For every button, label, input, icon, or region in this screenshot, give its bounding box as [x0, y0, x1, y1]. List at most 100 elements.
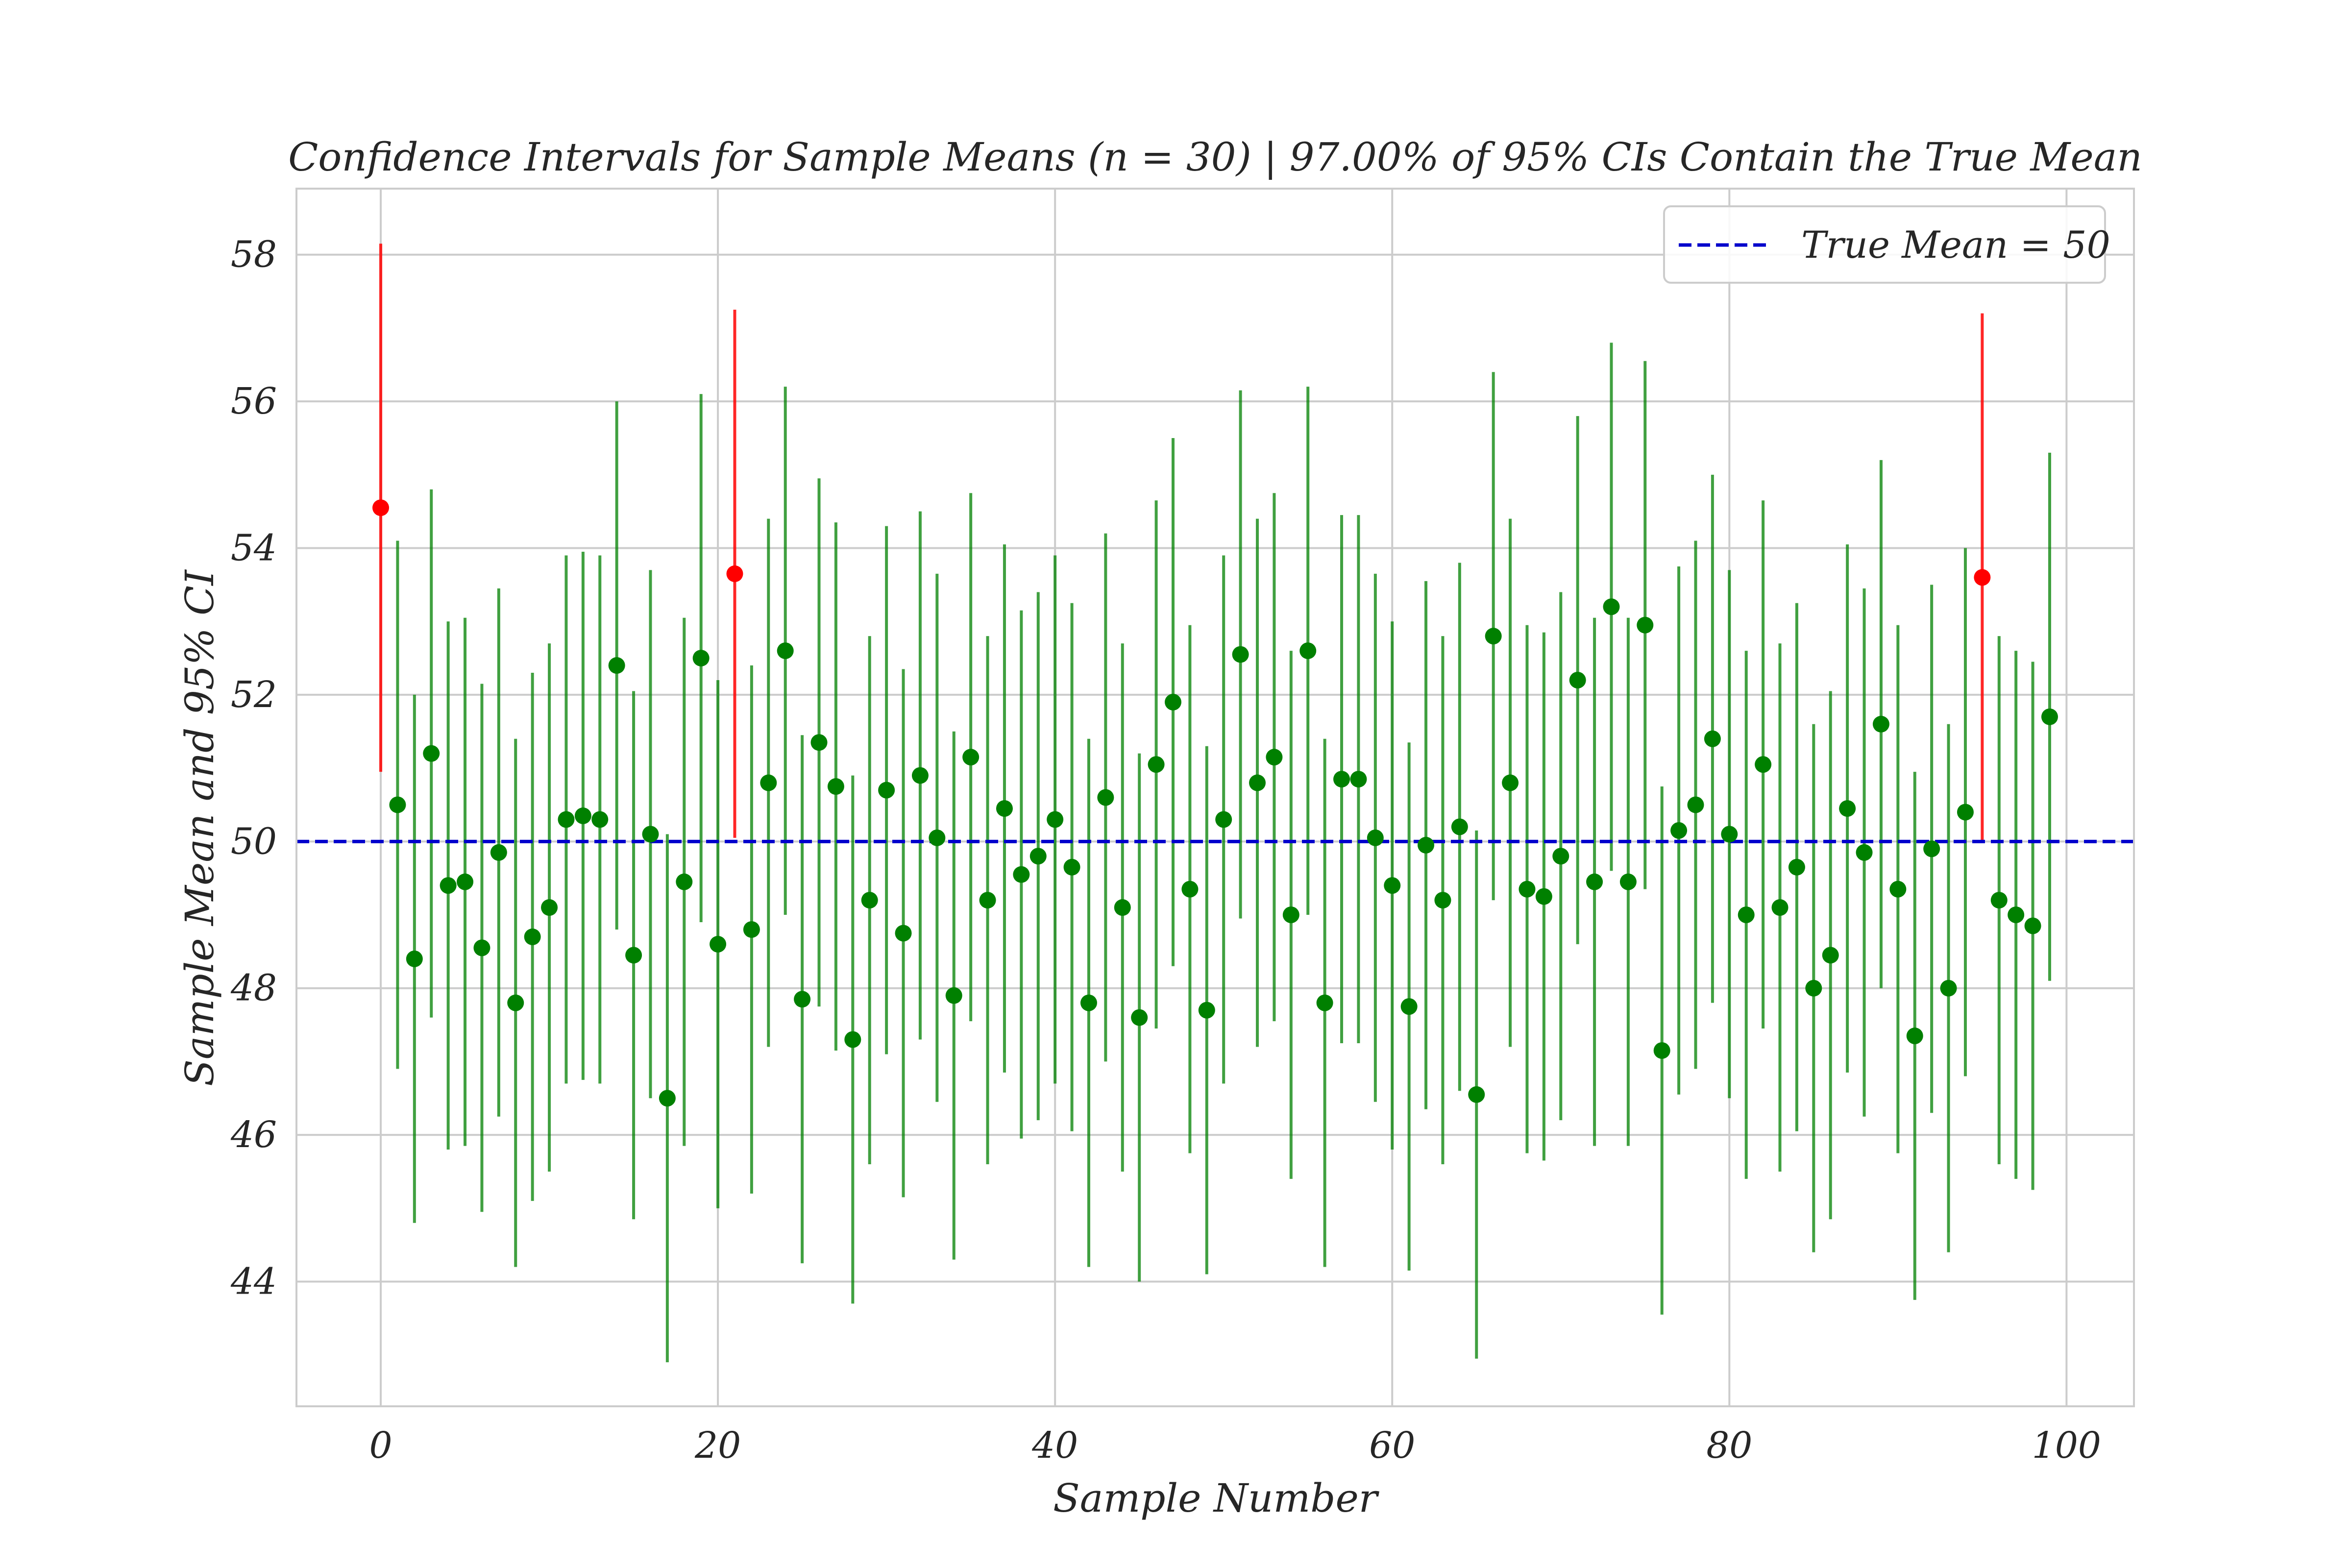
sample-mean-point: [676, 873, 693, 890]
sample-mean-point: [2008, 906, 2025, 924]
sample-mean-point: [979, 892, 996, 909]
sample-mean-point: [1721, 826, 1738, 843]
sample-mean-point: [1704, 730, 1721, 747]
sample-mean-point: [1215, 811, 1232, 828]
sample-mean-point: [1434, 892, 1451, 909]
sample-mean-point: [1299, 642, 1317, 660]
sample-mean-point: [558, 811, 575, 828]
sample-mean-point: [1316, 994, 1333, 1011]
sample-mean-point: [1957, 804, 1974, 821]
sample-mean-point: [1569, 671, 1586, 688]
sample-mean-point: [490, 844, 507, 861]
sample-mean-point: [1552, 848, 1569, 865]
sample-mean-point-miss: [372, 499, 390, 516]
sample-mean-point: [507, 994, 524, 1011]
sample-mean-point: [1788, 858, 1805, 876]
legend-box: [1663, 205, 2106, 284]
sample-mean-point: [1148, 756, 1165, 773]
sample-mean-point: [1889, 881, 1907, 898]
sample-mean-point: [541, 899, 558, 916]
y-tick-label: 56: [231, 380, 277, 422]
sample-mean-point: [1805, 980, 1822, 997]
sample-mean-point: [389, 796, 406, 813]
sample-mean-point: [1266, 749, 1283, 766]
sample-mean-point: [962, 749, 980, 766]
sample-mean-point: [760, 774, 777, 791]
sample-mean-point: [1198, 1002, 1215, 1019]
sample-mean-point: [642, 826, 659, 843]
sample-mean-point: [1586, 873, 1603, 890]
sample-mean-point: [1653, 1042, 1670, 1059]
sample-mean-point: [591, 811, 609, 828]
sample-mean-point: [1232, 646, 1249, 663]
sample-mean-point: [1485, 628, 1502, 645]
sample-mean-point: [777, 642, 794, 660]
sample-mean-point-miss: [726, 565, 743, 582]
sample-mean-point: [1923, 840, 1940, 858]
sample-mean-point: [710, 935, 727, 953]
sample-mean-point: [625, 947, 642, 964]
sample-mean-point: [2024, 917, 2041, 934]
sample-mean-point: [1451, 818, 1468, 835]
sample-mean-point: [794, 991, 811, 1008]
y-tick-label: 58: [231, 234, 277, 276]
sample-mean-point: [1940, 980, 1957, 997]
sample-mean-point: [1468, 1086, 1485, 1103]
sample-mean-point: [895, 925, 912, 942]
sample-mean-point: [844, 1031, 861, 1048]
plot-frame: [295, 188, 2135, 1407]
sample-mean-point: [1990, 892, 2008, 909]
y-tick-label: 46: [230, 1114, 277, 1156]
sample-mean-point: [1013, 866, 1030, 883]
sample-mean-point: [1097, 789, 1114, 806]
sample-mean-point: [1063, 858, 1080, 876]
x-tick-label: 0: [369, 1424, 392, 1467]
sample-mean-point: [1519, 881, 1536, 898]
sample-mean-point: [810, 734, 828, 751]
sample-mean-point: [1738, 906, 1755, 924]
confidence-interval-layer: [379, 244, 2051, 1363]
sample-mean-point: [1502, 774, 1519, 791]
sample-mean-point: [1418, 836, 1435, 854]
sample-mean-point: [1164, 693, 1181, 710]
sample-mean-point: [1670, 822, 1688, 839]
sample-mean-point: [1282, 906, 1299, 924]
tick-label-layer: 0 20 40 60 80 100 44 46 48 50 52 54 56 58: [230, 234, 2101, 1467]
sample-mean-point: [1333, 771, 1350, 788]
y-tick-label: 52: [231, 674, 277, 716]
sample-mean-point: [1906, 1028, 1923, 1045]
sample-mean-point: [996, 800, 1013, 817]
sample-mean-point: [1619, 873, 1637, 890]
sample-mean-point: [1114, 899, 1131, 916]
x-axis-label: Sample Number: [1053, 1475, 1380, 1521]
sample-mean-point: [1367, 829, 1384, 846]
sample-mean-point: [406, 950, 423, 967]
sample-mean-point: [1131, 1009, 1148, 1026]
sample-mean-point: [743, 921, 760, 938]
sample-mean-layer: [372, 499, 2058, 1107]
sample-mean-point: [1856, 844, 1873, 861]
x-tick-label: 60: [1369, 1424, 1415, 1467]
x-tick-label: 100: [2032, 1424, 2101, 1467]
sample-mean-point: [1181, 881, 1199, 898]
sample-mean-point: [827, 778, 844, 795]
y-axis-label: Sample Mean and 95% CI: [177, 569, 222, 1086]
legend: True Mean = 50: [1663, 205, 2110, 284]
sample-mean-point: [1839, 800, 1856, 817]
chart-title: Confidence Intervals for Sample Means (n…: [288, 134, 2142, 180]
sample-mean-point: [945, 987, 962, 1004]
sample-mean-point: [1755, 756, 1772, 773]
y-tick-label: 50: [231, 820, 277, 862]
sample-mean-point: [692, 650, 710, 667]
sample-mean-point: [1637, 616, 1654, 634]
x-tick-label: 20: [694, 1424, 741, 1467]
sample-mean-point: [1249, 774, 1266, 791]
sample-mean-point: [1687, 796, 1704, 813]
x-tick-label: 40: [1031, 1424, 1078, 1467]
sample-mean-point: [1822, 947, 1839, 964]
sample-mean-point: [1350, 771, 1367, 788]
legend-true-mean-label: True Mean = 50: [1801, 223, 2110, 267]
sample-mean-point: [440, 877, 457, 894]
sample-mean-point: [929, 829, 946, 846]
y-tick-label: 44: [230, 1261, 277, 1303]
